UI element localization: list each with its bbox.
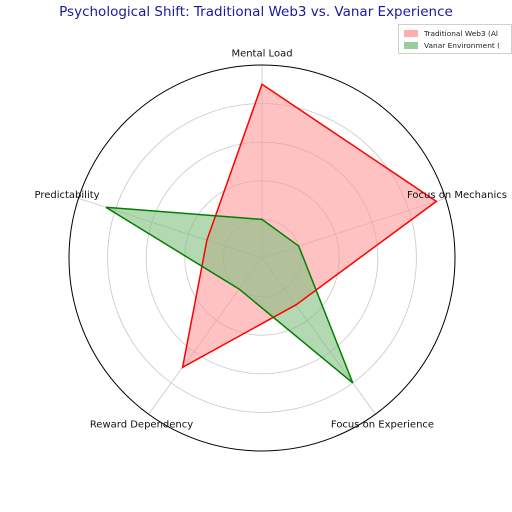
legend: Traditional Web3 (Al Vanar Environment ( xyxy=(398,24,512,54)
series-1-line xyxy=(181,83,438,369)
axis-label-2: Focus on Mechanics xyxy=(407,190,507,201)
legend-label-series-2: Vanar Environment ( xyxy=(424,41,501,50)
chart-title: Psychological Shift: Traditional Web3 vs… xyxy=(59,4,453,20)
legend-item-series-2: Vanar Environment ( xyxy=(404,41,500,51)
radar-series xyxy=(105,83,438,384)
axis-label-4: Reward Dependency xyxy=(90,419,193,430)
legend-swatch-series-1 xyxy=(404,30,418,37)
legend-swatch-series-2 xyxy=(404,42,418,49)
series-2-area xyxy=(105,207,353,383)
axis-label-1: Mental Load xyxy=(231,49,292,60)
axis-label-5: Predictability xyxy=(34,190,99,201)
outer-ring xyxy=(68,64,456,452)
axis-labels: Mental Load Focus on Mechanics Focus on Ex… xyxy=(34,49,506,431)
legend-item-series-1: Traditional Web3 (Al xyxy=(404,29,498,39)
axis-label-3: Focus on Experience xyxy=(331,419,434,430)
legend-label-series-1: Traditional Web3 (Al xyxy=(424,29,498,38)
series-1-area xyxy=(182,84,437,368)
series-2-line xyxy=(105,206,354,384)
